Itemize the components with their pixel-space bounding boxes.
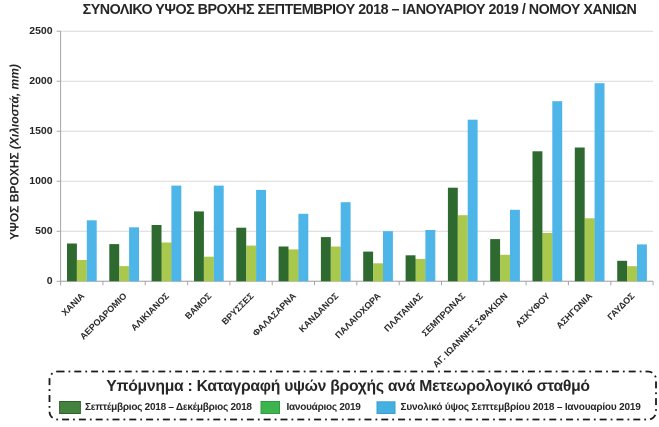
svg-text:500: 500 [35, 225, 53, 237]
svg-text:ΧΑΝΙΑ: ΧΑΝΙΑ [60, 290, 87, 317]
svg-text:ΓΑΥΔΟΣ: ΓΑΥΔΟΣ [605, 290, 636, 321]
svg-text:ΥΨΟΣ ΒΡΟΧΗΣ (Χιλιοστά, mm): ΥΨΟΣ ΒΡΟΧΗΣ (Χιλιοστά, mm) [8, 64, 22, 240]
svg-text:ΒΑΜΟΣ: ΒΑΜΟΣ [183, 290, 214, 321]
svg-text:ΚΑΝΔΑΝΟΣ: ΚΑΝΔΑΝΟΣ [297, 290, 341, 334]
svg-text:ΦΑΛΑΣΑΡΝΑ: ΦΑΛΑΣΑΡΝΑ [251, 290, 299, 338]
svg-text:ΑΓ. ΙΩΑΝΝΗΣ ΣΦΑΚΙΩΝ: ΑΓ. ΙΩΑΝΝΗΣ ΣΦΑΚΙΩΝ [431, 291, 510, 370]
svg-text:1000: 1000 [29, 175, 53, 187]
svg-text:2000: 2000 [29, 75, 53, 87]
svg-text:2500: 2500 [29, 25, 53, 37]
svg-text:Υπόμνημα : Καταγραφή υψών βροχ: Υπόμνημα : Καταγραφή υψών βροχής ανά Μετ… [106, 378, 590, 395]
svg-text:ΣΕΜΠΡΩΝΑΣ: ΣΕΜΠΡΩΝΑΣ [420, 290, 468, 338]
svg-text:ΑΣΗΓΩΝΙΑ: ΑΣΗΓΩΝΙΑ [554, 290, 594, 330]
svg-text:ΠΑΛΑΙΟΧΩΡΑ: ΠΑΛΑΙΟΧΩΡΑ [333, 290, 383, 340]
svg-text:Σεπτέμβριος 2018 – Δεκέμβριος: Σεπτέμβριος 2018 – Δεκέμβριος 2018 [85, 402, 252, 413]
svg-text:Συνολικό ύψος Σεπτεμβρίου 2018: Συνολικό ύψος Σεπτεμβρίου 2018 – Ιανουαρ… [401, 402, 642, 413]
svg-text:ΠΛΑΤΑΝΙΑΣ: ΠΛΑΤΑΝΙΑΣ [382, 290, 425, 333]
svg-text:ΑΛΙΚΙΑΝΟΣ: ΑΛΙΚΙΑΝΟΣ [129, 290, 171, 332]
svg-text:ΑΣΚΥΦΟΥ: ΑΣΚΥΦΟΥ [514, 291, 552, 329]
svg-text:0: 0 [47, 275, 53, 287]
svg-text:1500: 1500 [29, 125, 53, 137]
svg-text:ΒΡΥΣΣΕΣ: ΒΡΥΣΣΕΣ [220, 290, 256, 326]
svg-text:ΣΥΝΟΛΙΚΟ ΥΨΟΣ ΒΡΟΧΗΣ ΣΕΠΤΕΜΒΡΙ: ΣΥΝΟΛΙΚΟ ΥΨΟΣ ΒΡΟΧΗΣ ΣΕΠΤΕΜΒΡΙΟΥ 2018 – … [83, 2, 637, 18]
svg-text:Ιανουάριος 2019: Ιανουάριος 2019 [287, 402, 362, 413]
